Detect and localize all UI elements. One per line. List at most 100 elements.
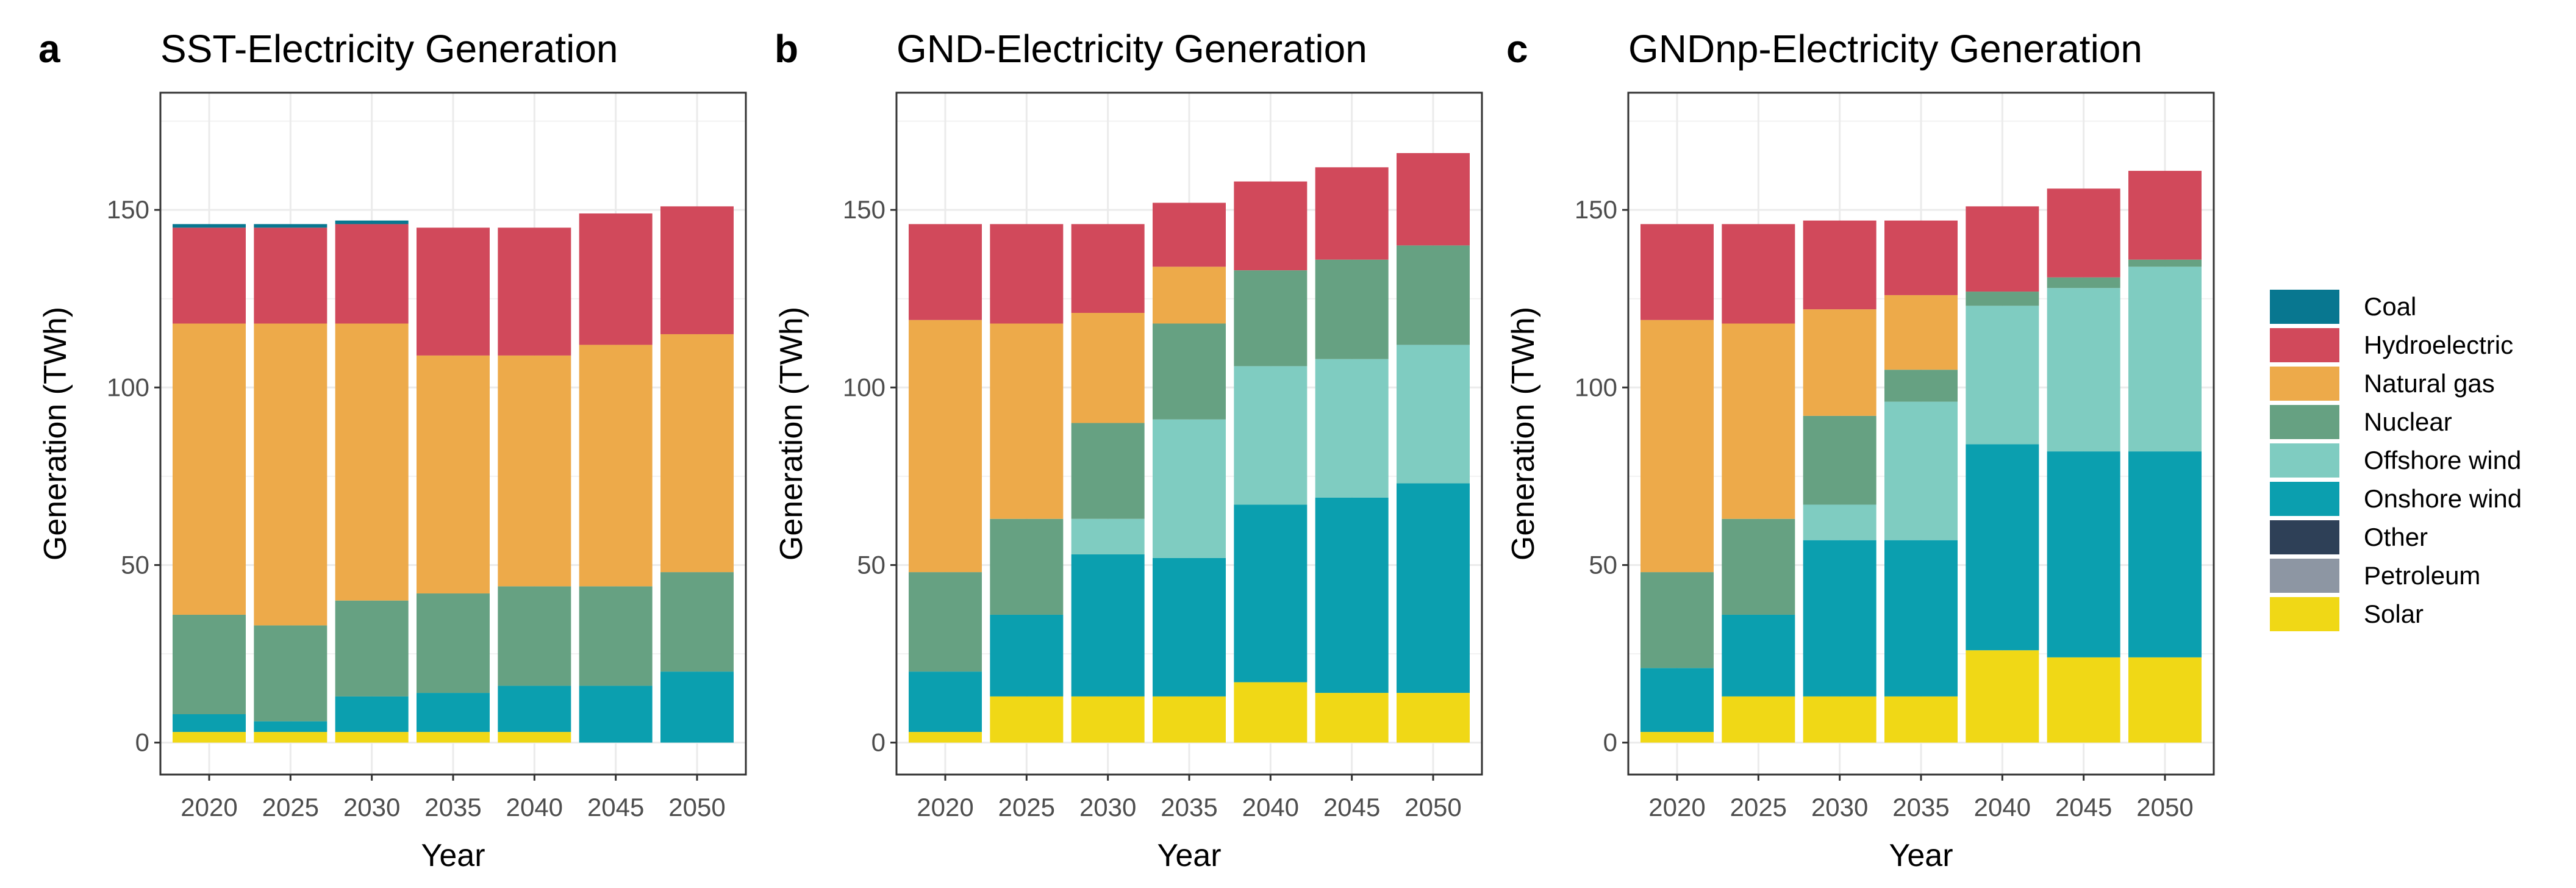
bar-segment-onshore-wind [2128,451,2202,657]
x-tick-label: 2045 [2055,793,2112,822]
legend-swatch [2270,328,2339,362]
bar-segment-nuclear [1315,259,1389,359]
bar-segment-solar [335,732,409,743]
bar-segment-nuclear [990,518,1064,615]
legend-label: Hydroelectric [2364,331,2513,359]
x-tick-label: 2050 [1404,793,1461,822]
bar-segment-natural-gas [1640,320,1714,573]
bar-segment-onshore-wind [990,614,1064,696]
y-tick-label: 0 [1603,728,1617,757]
legend-swatch [2270,597,2339,631]
bar-segment-hydroelectric [1640,224,1714,320]
x-tick-label: 2040 [1242,793,1299,822]
x-tick-label: 2025 [262,793,319,822]
x-tick-label: 2035 [424,793,481,822]
bar-segment-solar [990,696,1064,743]
bar-segment-nuclear [1153,323,1226,420]
bar-segment-hydroelectric [1966,206,2039,292]
bar-segment-solar [1884,696,1958,743]
panel-letter: a [38,27,60,71]
x-tick-label: 2035 [1892,793,1949,822]
bar-segment-onshore-wind [173,714,246,732]
bar-segment-onshore-wind [1153,557,1226,696]
bar-segment-hydroelectric [2047,188,2120,278]
bar-segment-solar [2128,657,2202,743]
bar-segment-natural-gas [1071,313,1145,423]
y-axis-title: Generation (TWh) [1506,307,1541,560]
legend-swatch [2270,290,2339,324]
bar-segment-nuclear [1884,370,1958,402]
bar-segment-natural-gas [990,323,1064,519]
legend-swatch [2270,482,2339,516]
bar-segment-onshore-wind [909,671,982,732]
bar-segment-hydroelectric [1722,224,1795,324]
y-tick-label: 100 [843,373,886,401]
bar-segment-onshore-wind [498,686,571,732]
x-tick-label: 2025 [998,793,1055,822]
panel-a: a SST-Electricity Generation 0 50 100 150 2020… [38,27,747,873]
bar-segment-onshore-wind [1315,497,1389,693]
bar-segment-onshore-wind [1640,668,1714,732]
bar-segment-nuclear [1803,415,1877,505]
bar-segment-coal [254,224,327,228]
x-tick-label: 2050 [668,793,725,822]
y-tick-label: 0 [871,728,886,757]
bar-segment-nuclear [1397,245,1470,345]
bar-segment-onshore-wind [335,696,409,732]
bar-segment-nuclear [173,614,246,715]
bar-segment-solar [173,732,246,743]
legend-label: Natural gas [2364,369,2495,398]
bar-segment-onshore-wind [1884,540,1958,696]
panel-b: b GND-Electricity Generation 0 50 100 150 2020… [774,27,1483,873]
bar-segment-hydroelectric [498,227,571,356]
bar-segment-onshore-wind [2047,451,2120,657]
legend: Coal Hydroelectric Natural gas Nuclear Offsh… [2270,290,2522,631]
bar-segment-nuclear [1966,292,2039,306]
bar-segment-offshore-wind [2128,267,2202,452]
bar-segment-solar [1234,682,1308,743]
x-tick-label: 2025 [1730,793,1787,822]
bar-segment-nuclear [1722,518,1795,615]
y-tick-label: 0 [135,728,149,757]
bar-segment-natural-gas [1722,323,1795,519]
bar-segment-nuclear [1234,270,1308,367]
panel-letter: b [775,27,798,71]
bar-segment-onshore-wind [660,671,734,743]
bar-segment-nuclear [1071,423,1145,519]
bar-segment-offshore-wind [1803,504,1877,540]
bar-segment-solar [1153,696,1226,743]
bar-segment-offshore-wind [1315,359,1389,498]
bar-segment-offshore-wind [2047,288,2120,452]
x-tick-label: 2020 [181,793,237,822]
legend-label: Nuclear [2364,407,2452,436]
bar-segment-hydroelectric [1153,202,1226,267]
bar-segment-hydroelectric [417,227,490,356]
legend-swatch [2270,559,2339,593]
bar-segment-onshore-wind [1397,483,1470,693]
bar-segment-natural-gas [1153,267,1226,324]
bar-segment-nuclear [335,600,409,696]
y-tick-label: 50 [857,550,886,579]
bar-segment-solar [1397,693,1470,743]
bar-segment-solar [254,732,327,743]
bar-segment-natural-gas [579,345,653,587]
bar-segment-coal [173,224,246,228]
bar-segment-natural-gas [335,323,409,601]
y-tick-label: 50 [1589,550,1617,579]
panel-letter: c [1506,27,1528,71]
bar-segment-solar [417,732,490,743]
bar-segment-offshore-wind [1234,366,1308,505]
chart-title: GND-Electricity Generation [896,27,1367,71]
bar-segment-hydroelectric [990,224,1064,324]
bar-segment-onshore-wind [1966,444,2039,651]
bar-segment-solar [2047,657,2120,743]
bar-segment-natural-gas [417,355,490,594]
y-tick-label: 150 [1575,195,1617,224]
bar-segment-natural-gas [1884,295,1958,370]
bar-segment-nuclear [2128,259,2202,267]
bar-segment-hydroelectric [1884,220,1958,295]
legend-swatch [2270,367,2339,401]
bar-segment-natural-gas [1803,309,1877,416]
bar-segment-offshore-wind [1071,518,1145,554]
legend-label: Solar [2364,600,2424,628]
